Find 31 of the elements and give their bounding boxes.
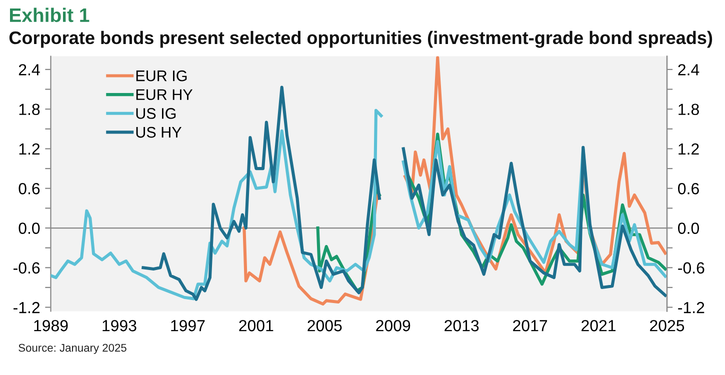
y-tick-label: 1.8: [19, 104, 40, 116]
x-tick-label: 2025: [650, 320, 684, 332]
y2-tick-label: 0.0: [678, 222, 699, 234]
x-tick-label: 2005: [308, 320, 342, 332]
y-tick-label: 1.2: [19, 143, 40, 155]
x-tick-label: 2013: [444, 320, 479, 332]
x-tick-label: 2009: [376, 320, 410, 332]
source-note: Source: January 2025: [18, 344, 126, 354]
x-tick-label: 2021: [582, 320, 616, 332]
y2-tick-label: 0.6: [678, 183, 699, 194]
y-tick-label: -1.2: [14, 302, 40, 314]
y-tick-label: -0.6: [14, 262, 40, 274]
chart-subtitle: Corporate bonds present selected opportunities (investment-grade bond spreads): [9, 30, 712, 48]
y2-tick-label: 1.2: [678, 143, 699, 155]
legend-label: US HY: [136, 126, 182, 138]
x-tick-label: 2017: [513, 320, 548, 332]
legend-label: US IG: [136, 108, 176, 119]
x-tick-label: 2001: [239, 320, 274, 332]
y2-tick-label: 2.4: [678, 64, 700, 76]
x-tick-label: 1993: [102, 320, 136, 332]
x-tick-label: 1989: [34, 320, 68, 332]
y-tick-label: 2.4: [18, 64, 40, 76]
x-tick-label: 1997: [171, 320, 205, 332]
y2-tick-label: 1.8: [678, 104, 699, 116]
y-tick-label: 0.6: [18, 183, 40, 194]
chart-title: Exhibit 1: [10, 8, 90, 22]
legend-label: EUR IG: [136, 70, 187, 82]
y2-tick-label: -0.6: [678, 262, 704, 274]
y-tick-label: 0.0: [18, 222, 40, 234]
legend-label: EUR HY: [136, 89, 193, 100]
y2-tick-label: -1.2: [678, 302, 704, 314]
